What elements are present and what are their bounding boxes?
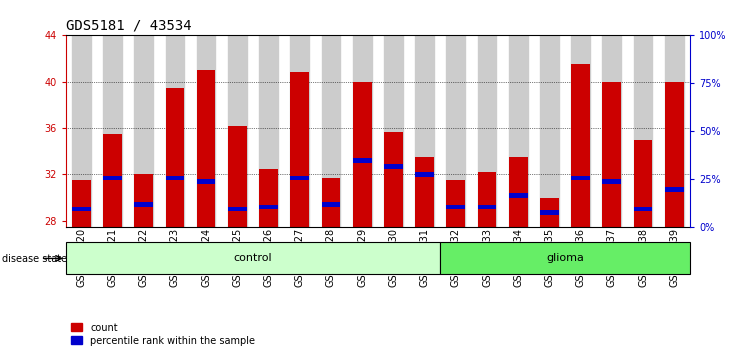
Bar — [259, 169, 278, 227]
Bar — [66, 242, 440, 274]
Bar — [509, 35, 528, 227]
Bar — [103, 176, 122, 180]
Bar — [134, 175, 153, 227]
Bar — [634, 207, 653, 211]
Bar — [509, 157, 528, 227]
Bar — [166, 87, 184, 227]
Text: control: control — [234, 253, 272, 263]
Bar — [353, 158, 372, 163]
Bar — [447, 205, 465, 209]
Bar — [228, 35, 247, 227]
Bar — [540, 198, 558, 227]
Bar — [415, 157, 434, 227]
Bar — [353, 35, 372, 227]
Bar — [665, 82, 683, 227]
Bar — [602, 82, 621, 227]
Bar — [602, 179, 621, 184]
Text: glioma: glioma — [546, 253, 584, 263]
Bar — [353, 82, 372, 227]
Bar — [384, 164, 403, 169]
Bar — [228, 207, 247, 211]
Bar — [540, 210, 558, 215]
Bar — [322, 35, 340, 227]
Bar — [166, 35, 184, 227]
Bar — [197, 179, 215, 184]
Bar — [72, 180, 91, 227]
Bar — [197, 35, 215, 227]
Bar — [509, 193, 528, 198]
Bar — [134, 202, 153, 207]
Bar — [477, 205, 496, 209]
Bar — [440, 242, 690, 274]
Text: GDS5181 / 43534: GDS5181 / 43534 — [66, 19, 191, 33]
Bar — [665, 35, 683, 227]
Bar — [415, 172, 434, 177]
Bar — [134, 35, 153, 227]
Bar — [477, 35, 496, 227]
Bar — [415, 35, 434, 227]
Bar — [322, 178, 340, 227]
Text: disease state: disease state — [2, 254, 67, 264]
Bar — [197, 70, 215, 227]
Bar — [634, 140, 653, 227]
Bar — [602, 35, 621, 227]
Bar — [291, 73, 309, 227]
Bar — [572, 35, 590, 227]
Bar — [72, 35, 91, 227]
Legend: count, percentile rank within the sample: count, percentile rank within the sample — [71, 323, 255, 346]
Bar — [384, 35, 403, 227]
Bar — [477, 172, 496, 227]
Bar — [322, 202, 340, 207]
Bar — [665, 187, 683, 192]
Bar — [228, 126, 247, 227]
Bar — [259, 35, 278, 227]
Bar — [72, 207, 91, 211]
Bar — [291, 176, 309, 180]
Bar — [259, 205, 278, 209]
Bar — [103, 134, 122, 227]
Bar — [291, 35, 309, 227]
Bar — [572, 176, 590, 180]
Bar — [166, 176, 184, 180]
Bar — [540, 35, 558, 227]
Bar — [634, 35, 653, 227]
Bar — [572, 64, 590, 227]
Bar — [384, 132, 403, 227]
Bar — [447, 180, 465, 227]
Bar — [103, 35, 122, 227]
Bar — [447, 35, 465, 227]
